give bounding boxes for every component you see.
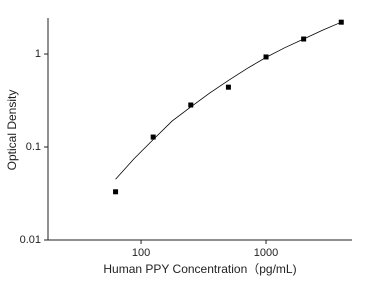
data-point: [338, 19, 344, 25]
x-tick-label: 1000: [254, 247, 278, 259]
y-axis-label: Optical Density: [5, 90, 19, 171]
data-point: [225, 84, 231, 90]
y-tick-label: 0.01: [20, 234, 41, 246]
y-tick-label: 0.1: [26, 141, 41, 153]
x-tick-label: 100: [132, 247, 150, 259]
fit-curve: [115, 21, 342, 180]
x-axis-label: Human PPY Concentration（pg/mL): [103, 262, 296, 276]
data-point: [150, 134, 156, 140]
data-point: [188, 102, 194, 108]
y-tick-label: 1: [35, 48, 41, 60]
data-point: [113, 189, 119, 195]
